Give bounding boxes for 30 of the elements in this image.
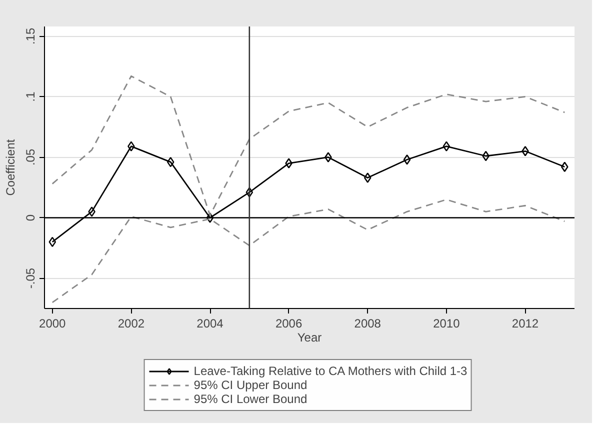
point xyxy=(324,152,332,162)
point xyxy=(246,187,254,198)
legend-label: Leave-Taking Relative to CA Mothers with Child 1-3 xyxy=(194,364,468,378)
y-tick-label: 0 xyxy=(24,214,38,222)
x-tick-label: 2002 xyxy=(118,316,145,330)
point xyxy=(88,206,96,217)
y-tick-label: .05 xyxy=(24,148,38,166)
y-axis-title: Coefficient xyxy=(4,138,18,196)
point xyxy=(206,212,214,223)
y-tick-label: .1 xyxy=(24,91,38,102)
x-tick-label: 2000 xyxy=(39,316,66,330)
point xyxy=(522,146,529,156)
line-series xyxy=(52,198,566,304)
x-tick-label: 2012 xyxy=(512,316,539,330)
y-tick-label: .15 xyxy=(24,28,38,45)
x-tick-label: 2008 xyxy=(354,316,382,330)
x-tick-label: 2010 xyxy=(433,316,460,330)
point xyxy=(403,154,411,165)
x-axis-title: Year xyxy=(297,330,322,344)
point xyxy=(442,141,450,152)
point xyxy=(166,156,174,168)
x-tick-label: 2006 xyxy=(275,316,302,330)
point xyxy=(48,236,56,248)
point xyxy=(364,172,372,183)
point xyxy=(285,158,292,168)
x-tick-label: 2004 xyxy=(196,316,224,330)
y-tick-label: -.05 xyxy=(24,268,38,289)
legend-label: 95% CI Lower Bound xyxy=(194,392,308,406)
legend-label: 95% CI Upper Bound xyxy=(194,378,308,392)
point xyxy=(128,141,135,152)
